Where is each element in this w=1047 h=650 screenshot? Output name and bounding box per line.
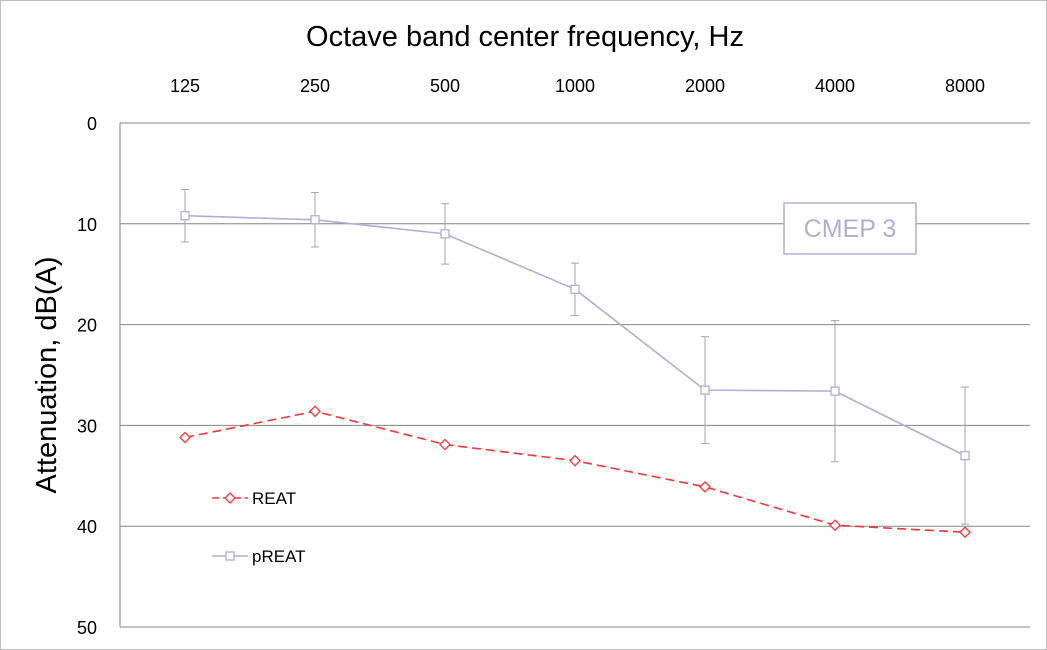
legend-marker-reat [224, 492, 236, 504]
x-tick-label: 2000 [685, 76, 725, 96]
data-point-reat [699, 480, 711, 493]
series-lines [179, 211, 971, 539]
x-tick-label: 8000 [945, 76, 985, 96]
data-point-preat [440, 229, 450, 239]
y-tick-label: 40 [77, 517, 97, 537]
y-tick-label: 50 [77, 618, 97, 638]
y-tick-label: 20 [77, 316, 97, 336]
legend-marker-preat [225, 551, 235, 561]
annotation-box [783, 202, 917, 255]
legend-label-preat: pREAT [252, 547, 306, 566]
data-point-reat [569, 454, 581, 467]
data-point-preat [960, 450, 970, 461]
x-tick-label: 4000 [815, 76, 855, 96]
legend: REAT pREAT [212, 489, 306, 566]
data-point-reat [179, 431, 191, 444]
x-tick-label: 250 [300, 76, 330, 96]
data-point-preat [310, 215, 320, 225]
y-axis-label: Attenuation, dB(A) [31, 257, 63, 494]
annotation: CMEP 3 [783, 202, 917, 255]
chart-title: Octave band center frequency, Hz [306, 21, 744, 53]
data-point-reat [439, 438, 451, 451]
data-point-preat [180, 211, 190, 221]
y-tick-label: 30 [77, 416, 97, 436]
data-point-reat [829, 519, 841, 532]
data-point-reat [959, 526, 971, 539]
x-tick-label: 500 [430, 76, 460, 96]
series-line-reat [184, 410, 966, 534]
x-tick-label: 125 [170, 76, 200, 96]
y-tick-label: 0 [87, 114, 97, 134]
data-point-preat [570, 284, 580, 294]
tick-labels: 0 10 20 30 40 50 125 250 500 1000 2000 4000 8000 [77, 76, 985, 638]
y-tick-label: 10 [77, 215, 97, 235]
data-point-preat [700, 385, 710, 395]
annotation-label: CMEP 3 [804, 215, 897, 243]
x-tick-label: 1000 [555, 76, 595, 96]
legend-label-reat: REAT [252, 489, 296, 508]
data-point-reat [309, 405, 321, 418]
data-point-preat [830, 386, 840, 396]
